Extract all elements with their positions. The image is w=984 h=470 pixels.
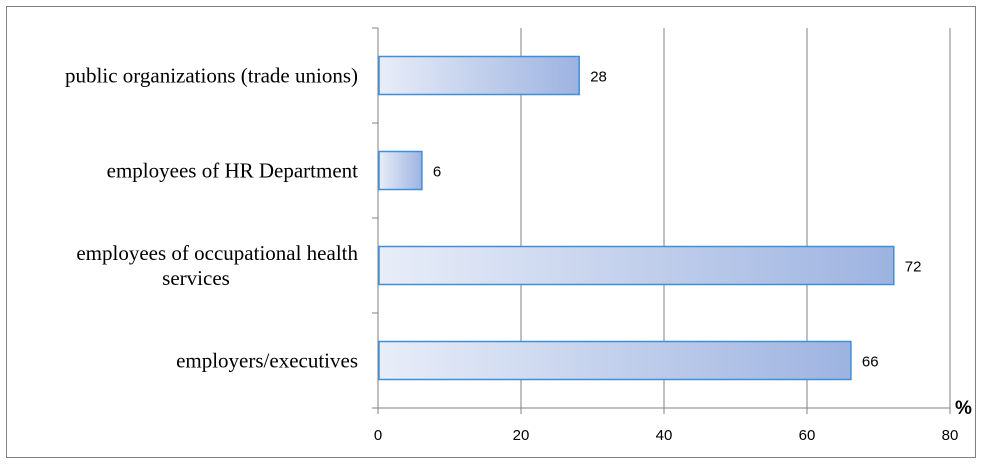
category-label: public organizations (trade unions) [65, 64, 358, 88]
bars [378, 55, 895, 381]
category-label: employees of HR Department [107, 159, 359, 183]
x-tick-label: 0 [374, 427, 382, 444]
bar [378, 245, 895, 286]
x-tick-label: 60 [799, 427, 816, 444]
data-label: 66 [862, 354, 879, 371]
x-axis-unit-label: % [955, 398, 972, 419]
labels: 0 20 40 60 80 28 public organizations (trade u… [65, 64, 958, 445]
data-label: 28 [590, 69, 607, 86]
data-label: 72 [905, 259, 922, 276]
category-label: services [162, 266, 230, 290]
data-label: 6 [433, 164, 441, 181]
bar [378, 55, 580, 96]
x-tick-label: 20 [513, 427, 530, 444]
x-tick-label: 40 [656, 427, 673, 444]
category-label: employers/executives [176, 349, 358, 373]
category-label: employees of occupational health [76, 241, 358, 265]
axes [372, 27, 951, 414]
bar [378, 150, 423, 191]
bar [378, 340, 852, 381]
x-tick-label: 80 [942, 427, 959, 444]
